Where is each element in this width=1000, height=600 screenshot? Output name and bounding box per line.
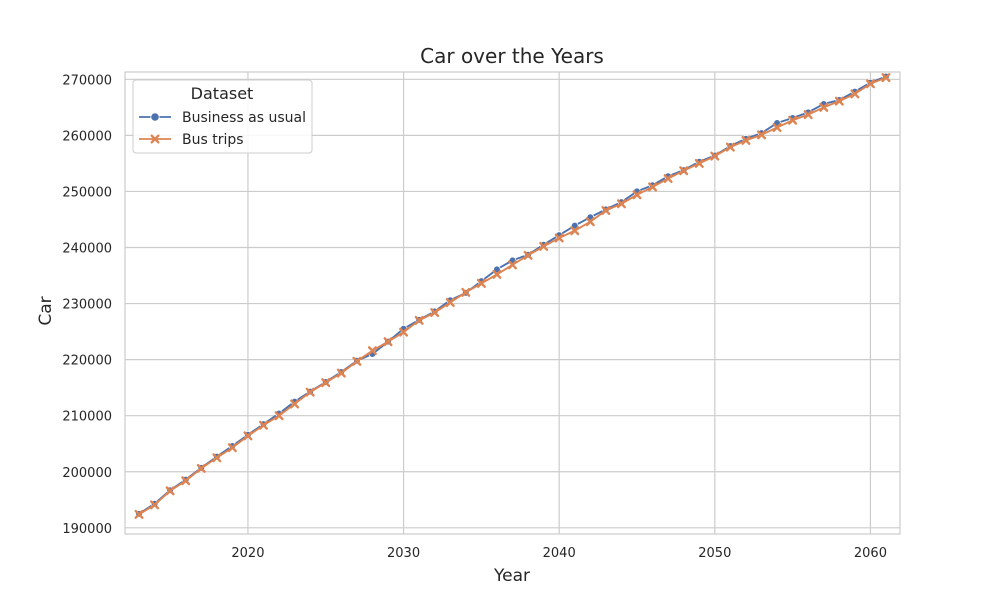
- data-point: [648, 182, 658, 192]
- data-point: [367, 346, 377, 356]
- data-point: [616, 199, 626, 209]
- data-point: [414, 315, 424, 325]
- data-point: [181, 476, 191, 486]
- y-tick-label: 260000: [62, 129, 112, 144]
- data-point: [476, 278, 486, 288]
- legend-marker-bus-trips: [150, 134, 160, 144]
- y-tick-label: 210000: [62, 410, 112, 425]
- data-point: [274, 411, 284, 421]
- data-point: [352, 356, 362, 366]
- data-point: [725, 142, 735, 152]
- y-axis-label: Car: [36, 296, 56, 325]
- data-point: [445, 297, 455, 307]
- data-point: [290, 399, 300, 409]
- legend: Dataset Business as usual Bus trips: [132, 79, 313, 154]
- data-point: [850, 89, 860, 99]
- x-tick-label: 2060: [854, 546, 887, 561]
- data-point: [492, 269, 502, 279]
- data-point: [632, 190, 642, 200]
- data-point: [570, 226, 580, 236]
- data-point: [756, 130, 766, 140]
- data-point: [710, 151, 720, 161]
- data-point: [399, 327, 409, 337]
- legend-label-business-as-usual: Business as usual: [182, 110, 306, 126]
- legend-marker-business-as-usual: [150, 112, 160, 122]
- data-point: [165, 486, 175, 496]
- legend-box: [132, 79, 313, 154]
- y-tick-label: 200000: [62, 466, 112, 481]
- data-point: [227, 443, 237, 453]
- data-point: [539, 241, 549, 251]
- y-tick-label: 250000: [62, 185, 112, 200]
- data-point: [383, 337, 393, 347]
- data-point: [212, 453, 222, 463]
- x-tick-labels: 2020 2030 2040 2050 2060: [231, 546, 887, 561]
- data-point: [881, 73, 891, 83]
- data-point: [601, 205, 611, 215]
- chart-title: Car over the Years: [420, 44, 604, 68]
- data-point: [803, 110, 813, 120]
- data-point: [243, 431, 253, 441]
- data-point: [819, 102, 829, 112]
- data-point: [259, 420, 269, 430]
- data-point: [336, 368, 346, 378]
- data-point: [523, 250, 533, 260]
- y-tick-label: 220000: [62, 354, 112, 369]
- y-tick-labels: 190000 200000 210000 220000 230000 240000 2500…: [62, 73, 112, 537]
- data-point: [430, 308, 440, 318]
- legend-title: Dataset: [191, 84, 254, 103]
- data-point: [554, 233, 564, 243]
- x-tick-label: 2020: [231, 546, 264, 561]
- data-point: [508, 260, 517, 270]
- x-tick-label: 2040: [543, 546, 576, 561]
- data-point: [865, 79, 875, 89]
- y-tick-label: 230000: [62, 298, 112, 313]
- y-tick-label: 270000: [62, 73, 112, 88]
- legend-label-bus-trips: Bus trips: [182, 132, 244, 148]
- data-point: [196, 463, 206, 473]
- y-tick-label: 190000: [62, 522, 112, 537]
- x-tick-label: 2030: [387, 546, 420, 561]
- data-point: [321, 378, 331, 388]
- data-point: [461, 287, 471, 297]
- data-point: [663, 174, 673, 184]
- data-point: [679, 166, 689, 176]
- plot-frame: [124, 71, 901, 535]
- series-bus-trips: [134, 73, 891, 519]
- data-point: [150, 500, 160, 510]
- y-tick-label: 240000: [62, 241, 112, 256]
- data-point: [305, 387, 315, 397]
- data-point: [772, 123, 782, 133]
- data-point: [585, 217, 595, 227]
- data-point: [134, 509, 144, 519]
- y-gridlines: [125, 78, 900, 529]
- data-point: [741, 135, 751, 145]
- x-axis-label: Year: [493, 566, 530, 586]
- series-layer: [134, 72, 891, 519]
- legend-x-marker: [150, 134, 160, 144]
- data-point: [834, 96, 844, 106]
- data-point: [788, 115, 798, 125]
- x-tick-label: 2050: [698, 546, 731, 561]
- data-point: [694, 158, 704, 168]
